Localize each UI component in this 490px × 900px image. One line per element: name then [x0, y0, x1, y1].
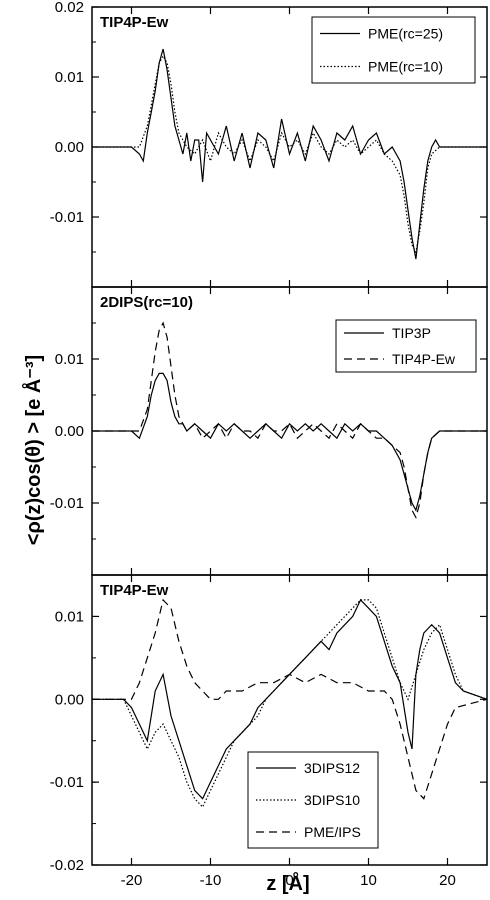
legend-label: PME(rc=10): [368, 59, 443, 75]
legend-box: [335, 319, 477, 373]
series-line-tip4p-ew: [92, 321, 487, 520]
y-tick-label: 0.00: [55, 691, 84, 708]
legend: PME(rc=25) PME(rc=10): [311, 16, 476, 84]
x-tick-label: 10: [360, 872, 377, 889]
y-tick-label: 0.01: [55, 608, 84, 625]
legend-label: TIP3P: [392, 325, 431, 341]
y-tick-label: -0.01: [50, 209, 84, 226]
series-line-3dips10: [92, 599, 488, 809]
legend-label: 3DIPS12: [304, 760, 360, 776]
panel-1: -0.010.000.010.02TIP4P-EwPME(rc=25)PME(r…: [50, 0, 488, 288]
y-tick-label: -0.01: [50, 774, 84, 791]
legend-label: PME/IPS: [304, 824, 361, 840]
panel-title: TIP4P-Ew: [100, 14, 169, 31]
legend-label: 3DIPS10: [304, 792, 360, 808]
series-line-pme-rc-10-: [92, 54, 487, 254]
y-axis-label: <ρ(z)cos(θ) > [e Å⁻³]: [21, 355, 45, 545]
legend-box: [311, 16, 476, 84]
x-tick-label: -20: [121, 872, 143, 889]
x-tick-label: -10: [200, 872, 222, 889]
panel-title: TIP4P-Ew: [100, 582, 169, 599]
x-axis-label: z [Å]: [266, 871, 309, 895]
series-line-3dips12: [92, 598, 488, 800]
legend-label: TIP4P-Ew: [392, 351, 456, 367]
panel-3: -0.02 -0.01 0.00 0.01 -20 -10 0 10 20 TIP4P-Ew 3DI…: [50, 574, 488, 889]
legend: 3DIPS12 3DIPS10 PME/IPS: [247, 751, 379, 849]
y-tick-label: 0.01: [55, 351, 84, 368]
legend-label: PME(rc=25): [368, 26, 443, 42]
y-tick-label: 0.01: [55, 69, 84, 86]
legend: TIP3P TIP4P-Ew: [335, 319, 477, 373]
panel-title: 2DIPS(rc=10): [100, 294, 193, 311]
series-line-tip3p: [92, 372, 487, 512]
x-tick-label: 20: [439, 872, 456, 889]
y-tick-label: 0.00: [55, 139, 84, 156]
y-tick-label: -0.01: [50, 495, 84, 512]
x-tick-label: 0: [285, 872, 293, 889]
y-tick-label: 0.00: [55, 423, 84, 440]
y-tick-label: -0.02: [50, 857, 84, 874]
series-line-pme-ips: [92, 598, 488, 800]
y-tick-label: 0.02: [55, 0, 84, 16]
panel-2: -0.01 0.00 0.01 2DIPS(rc=10) TIP3P TIP4P-Ew: [50, 286, 488, 576]
